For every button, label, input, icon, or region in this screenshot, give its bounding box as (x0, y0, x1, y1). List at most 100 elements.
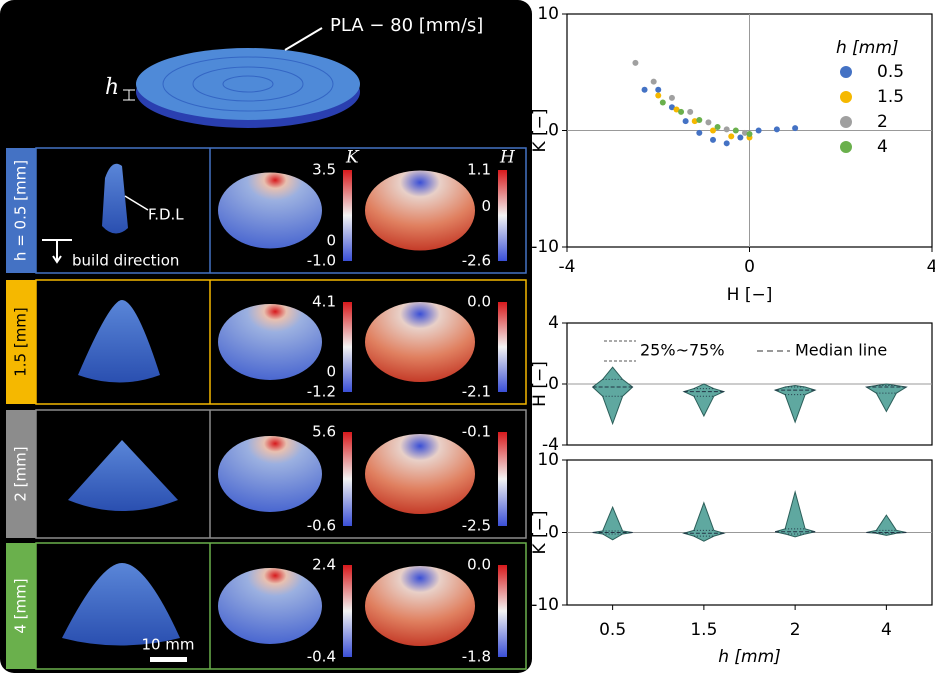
specimen (78, 300, 160, 383)
legend-label: 2 (877, 112, 888, 132)
y-axis-label: H [−] (530, 361, 550, 407)
violin (682, 501, 726, 542)
h-colorbar (498, 565, 507, 657)
row-strip (6, 410, 36, 538)
point (728, 133, 735, 140)
h-max: 0.0 (467, 293, 491, 311)
point (746, 130, 753, 137)
point (668, 104, 675, 111)
point (723, 126, 730, 133)
row-frame (35, 147, 527, 274)
point (741, 129, 748, 136)
row-label: 4 [mm] (12, 578, 30, 633)
point (655, 92, 662, 99)
y-tick-label: 0 (548, 523, 559, 543)
y-tick-label: -10 (531, 237, 559, 257)
violin (774, 489, 816, 538)
legend-marker (840, 141, 852, 153)
disk (123, 27, 360, 128)
y-tick-label: 0 (548, 374, 559, 394)
x-tick-label: 0.5 (599, 620, 626, 640)
x-tick-label: -4 (559, 257, 576, 277)
row-label: 1.5 [mm] (12, 307, 30, 377)
h-colorbar (498, 432, 507, 526)
point (710, 136, 716, 143)
row-frame (35, 409, 527, 539)
point (691, 118, 698, 125)
k-max: 3.5 (312, 161, 336, 179)
k-max: 4.1 (312, 293, 336, 311)
k-min: -1.0 (307, 252, 336, 270)
violin (773, 385, 817, 424)
point (682, 118, 689, 125)
k-colorbar (343, 432, 352, 526)
x-tick-label: 4 (927, 257, 935, 277)
h-render (365, 302, 475, 382)
point (732, 127, 739, 134)
violin (592, 505, 633, 541)
y-tick-label: 0 (548, 121, 559, 141)
x-tick-label: 0 (744, 257, 755, 277)
h-render (365, 434, 475, 514)
y-axis-label: K [−] (530, 108, 550, 152)
x-tick-label: 2 (790, 620, 801, 640)
legend-median-label: Median line (795, 341, 887, 360)
point (714, 124, 721, 131)
h-min: -2.1 (462, 383, 491, 401)
h-colorbar (498, 302, 507, 392)
k-max: 5.6 (312, 423, 336, 441)
point (650, 78, 657, 85)
row-strip (6, 543, 36, 669)
fdl: F.D.L (148, 206, 184, 224)
k-mid: 0 (326, 231, 336, 249)
row-strip (6, 148, 36, 273)
k-render (218, 568, 322, 644)
point (792, 125, 799, 132)
legend-label: 1.5 (877, 87, 904, 107)
h-colorbar (498, 170, 507, 261)
point (723, 140, 730, 147)
x-tick-label: 4 (881, 620, 892, 640)
row-label: h = 0.5 [mm] (12, 160, 30, 261)
h-mid: 0 (481, 197, 491, 215)
specimen (62, 563, 180, 646)
y-tick-label: 4 (548, 313, 559, 333)
k-min: -0.4 (307, 648, 336, 666)
k-min: -1.2 (307, 383, 336, 401)
h-min: -2.5 (462, 517, 491, 535)
top-label: PLA − 80 [mm/s] (330, 15, 483, 36)
row-label: 2 [mm] (12, 446, 30, 501)
y-tick-label: -10 (531, 595, 559, 615)
row-strip (6, 280, 36, 404)
k-mid: 0 (326, 363, 336, 381)
specimen (102, 163, 128, 234)
y-axis-label: K [−] (530, 510, 550, 554)
legend-quartile-label: 25%~75% (640, 341, 725, 360)
row-frame (35, 279, 527, 405)
legend-marker (840, 116, 852, 128)
build-direction: build direction (72, 252, 179, 270)
y-tick-label: 10 (537, 450, 559, 470)
point (773, 126, 780, 133)
x-axis-label: H [−] (727, 285, 773, 305)
fdl-arrow (124, 195, 149, 211)
row-frame (35, 542, 527, 670)
point (710, 127, 716, 134)
point (632, 59, 639, 66)
k-min: -0.6 (307, 517, 336, 535)
y-tick-label: 10 (537, 4, 559, 24)
h-render (365, 566, 475, 646)
point (678, 108, 685, 115)
k-max: 2.4 (312, 556, 336, 574)
h-symbol: h (105, 75, 119, 100)
x-axis-label: h [mm] (718, 647, 781, 667)
point (673, 106, 680, 113)
violin (591, 366, 634, 426)
h-max: 0.0 (467, 556, 491, 574)
legend-marker (840, 91, 852, 103)
h-min: -2.6 (462, 252, 491, 270)
k-colorbar (343, 170, 352, 261)
point (659, 99, 666, 106)
legend-title: h [mm] (836, 38, 899, 58)
